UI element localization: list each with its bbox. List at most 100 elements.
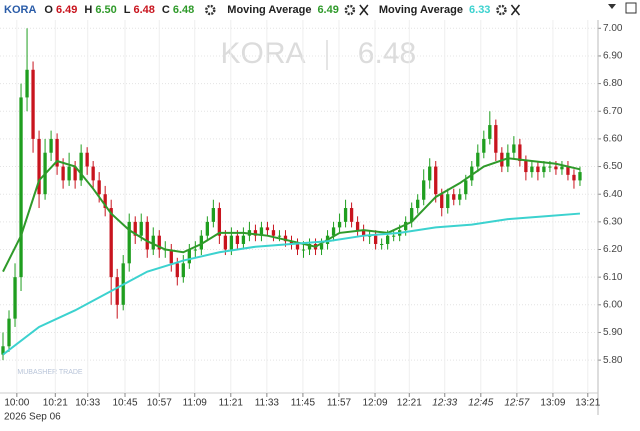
settings-icon[interactable] <box>496 4 507 16</box>
candle-body <box>103 194 107 209</box>
x-tick-label: 11:33 <box>255 398 280 409</box>
candle-body <box>578 172 582 181</box>
x-tick-label: 11:21 <box>219 398 244 409</box>
candle-body <box>379 243 384 245</box>
candle-body <box>307 243 312 250</box>
candle-body <box>145 221 149 250</box>
candle-body <box>512 144 516 153</box>
candle-body <box>175 263 179 278</box>
field-value: 6.49 <box>56 4 77 16</box>
field-value: 6.50 <box>95 4 116 16</box>
close-icon[interactable] <box>510 4 521 16</box>
header: KORA O 6.49 H 6.50 L 6.48 C 6.48 Moving Average 6.… <box>4 4 521 16</box>
field-value: 6.48 <box>133 4 154 16</box>
candle-body <box>235 235 240 244</box>
candle-body <box>361 230 366 236</box>
field-key: C <box>162 4 170 16</box>
candle-body <box>139 221 143 236</box>
y-tick-label: 6.90 <box>603 51 623 62</box>
candle-body <box>355 221 360 231</box>
y-tick-label: 6.60 <box>603 134 623 145</box>
candle-body <box>259 227 264 236</box>
settings-icon[interactable] <box>344 4 356 16</box>
indicator-value: 6.33 <box>469 4 490 16</box>
candle-body <box>524 161 528 173</box>
candle-body <box>187 249 191 264</box>
y-tick-label: 6.10 <box>603 272 623 283</box>
candle-body <box>79 152 83 181</box>
x-tick-label: 13:09 <box>540 398 565 409</box>
candle-body <box>494 125 498 153</box>
candle-body <box>331 227 336 236</box>
candle-body <box>428 166 432 181</box>
candle-body <box>404 221 408 231</box>
candle-body <box>464 180 468 195</box>
candle-body <box>157 235 161 250</box>
indicator-value: 6.49 <box>317 4 338 16</box>
x-tick-label: 10:33 <box>75 398 100 409</box>
x-tick-label: 10:21 <box>43 398 68 409</box>
candle-body <box>566 166 570 175</box>
candle-body <box>205 221 209 236</box>
candle-body <box>548 166 552 168</box>
x-tick-label: 11:45 <box>291 398 316 409</box>
candle-body <box>343 208 348 222</box>
candle-body <box>133 221 137 236</box>
settings-icon[interactable] <box>205 4 216 16</box>
x-tick-label: 11:09 <box>183 398 208 409</box>
x-tick-label: 10:57 <box>147 398 172 409</box>
candle-body <box>458 194 462 200</box>
candle-body <box>277 235 282 237</box>
candle-body <box>265 227 270 231</box>
candle-body <box>536 166 540 173</box>
watermark-symbol: KORA <box>220 37 305 70</box>
watermark-brand: MUBASHER TRADE <box>17 369 83 376</box>
field-key: H <box>84 4 92 16</box>
y-tick-label: 5.90 <box>603 327 623 338</box>
watermark-price: 6.48 <box>358 37 416 70</box>
x-tick-label: 12:45 <box>468 398 493 409</box>
candle-body <box>488 125 492 139</box>
candle-body <box>55 138 59 167</box>
candle-body <box>271 230 276 236</box>
candle-body <box>434 166 438 195</box>
candle-body <box>127 221 131 264</box>
candle-body <box>115 277 119 305</box>
candle-body <box>25 69 29 98</box>
candle-body <box>476 152 480 167</box>
indicator-name: Moving Average <box>227 4 311 16</box>
x-tick-label: 12:57 <box>504 398 529 409</box>
candle-body <box>554 166 558 170</box>
date-label: 2026 Sep 06 <box>4 412 61 423</box>
candle-body <box>181 263 185 278</box>
candle-body <box>13 277 17 319</box>
close-icon[interactable] <box>359 4 369 16</box>
indicator-name: Moving Average <box>379 4 463 16</box>
candle-body <box>19 97 23 278</box>
y-tick-label: 6.70 <box>603 106 623 117</box>
y-tick-label: 6.40 <box>603 189 623 200</box>
candle-body <box>416 199 420 209</box>
field-value: 6.48 <box>173 4 194 16</box>
y-tick-label: 7.00 <box>603 23 623 34</box>
x-tick-label: 10:45 <box>112 398 137 409</box>
candle-body <box>223 235 228 250</box>
x-tick-label: 12:33 <box>432 398 457 409</box>
candle-body <box>295 243 300 250</box>
y-tick-label: 5.80 <box>603 355 623 366</box>
candle-body <box>67 166 71 181</box>
maximize-icon[interactable] <box>625 2 637 14</box>
candle-body <box>452 194 456 200</box>
candle-body <box>229 235 234 250</box>
candle-body <box>560 166 564 170</box>
candle-body <box>61 166 65 181</box>
candle-body <box>91 166 95 181</box>
dropdown-icon[interactable] <box>608 4 616 9</box>
candle-body <box>37 138 41 195</box>
candle-body <box>73 166 77 181</box>
candle-body <box>151 235 155 250</box>
x-tick-label: 10:00 <box>4 398 29 409</box>
candle-body <box>337 221 342 228</box>
